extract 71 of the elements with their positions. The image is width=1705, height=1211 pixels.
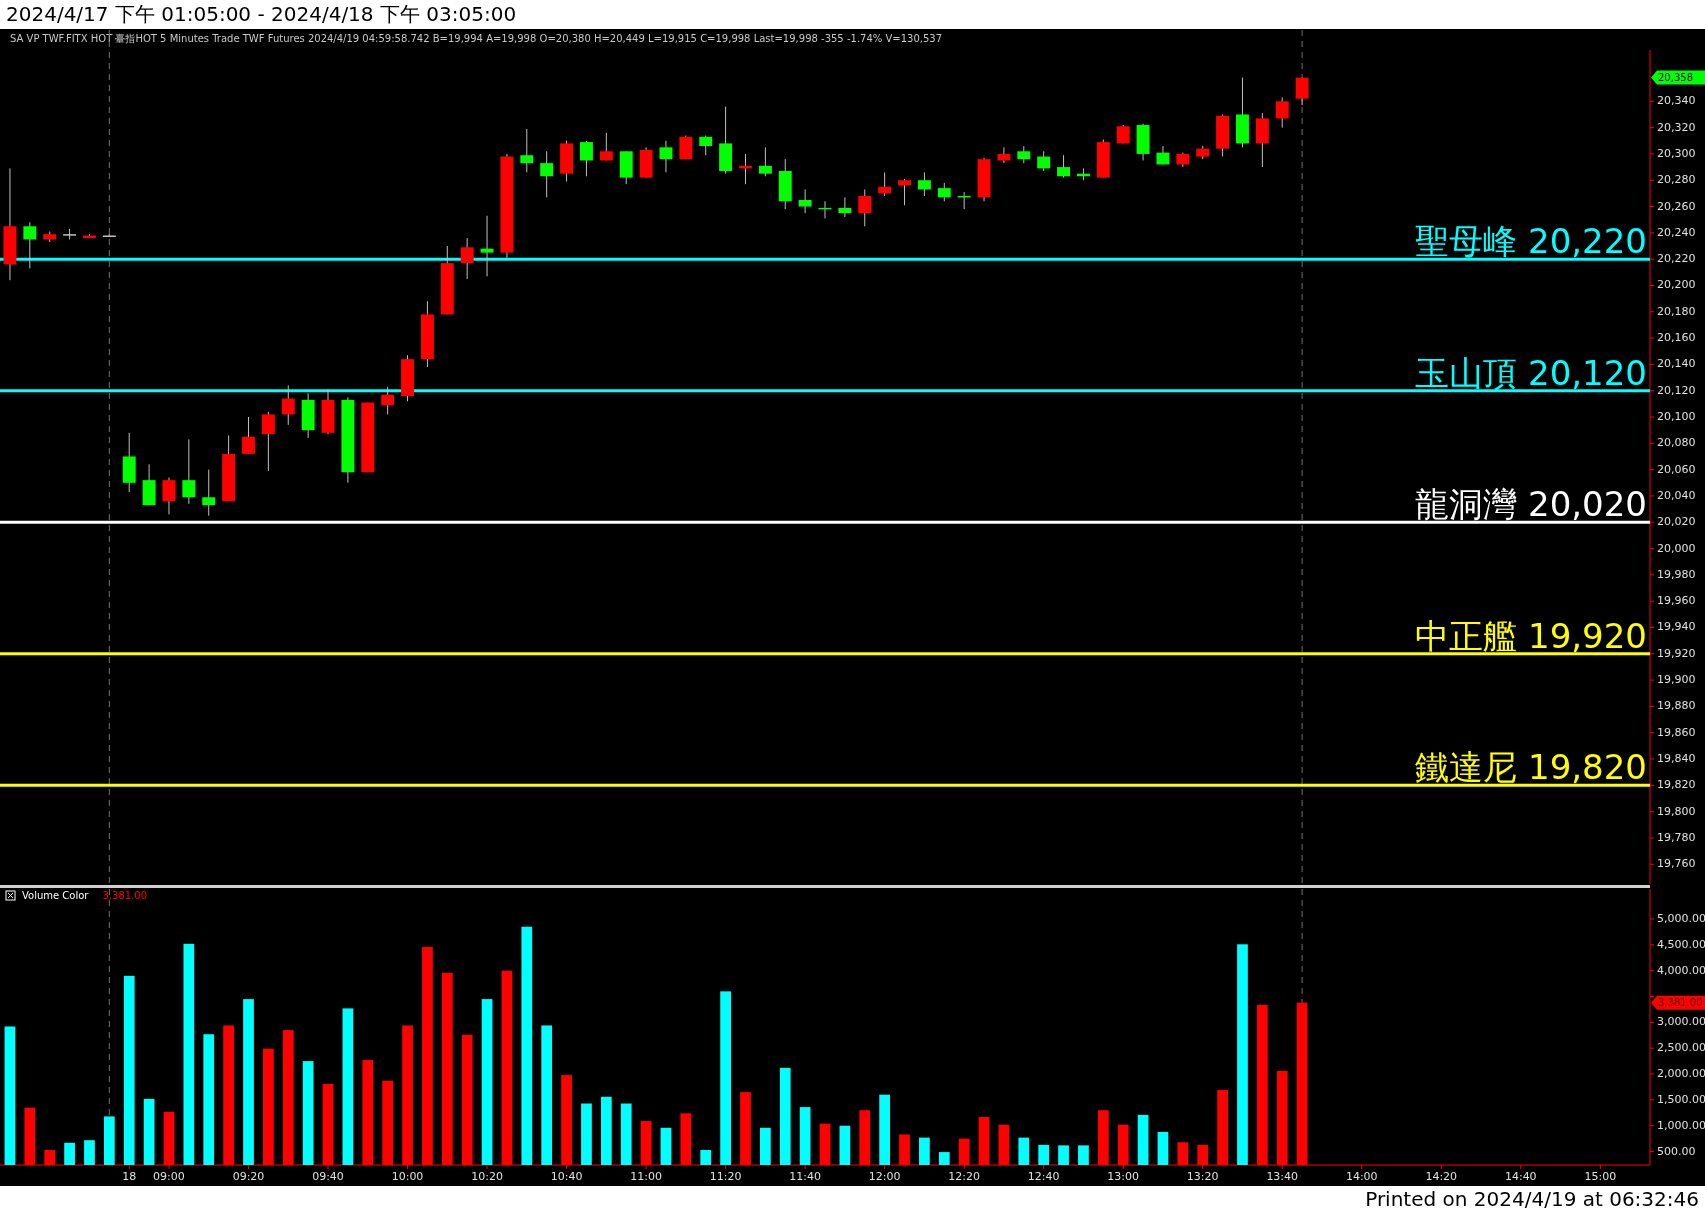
y-tick-label: 20,280 (1657, 173, 1696, 187)
y-tick-label: 500.00 (1657, 1144, 1696, 1158)
y-tick-label: 20,080 (1657, 436, 1696, 450)
x-tick-label: 09:40 (312, 1170, 344, 1183)
x-tick-label: 13:00 (1107, 1170, 1140, 1183)
x-tick-label: 10:20 (471, 1170, 503, 1183)
chart-subtitle: SA VP TWF.FITX HOT 臺指HOT 5 Minutes Trade TWF Futures 2024/4/19 04:59:58.742 B=19,994 A=19,998 O=20,380 H=20,449 L=19,915 C=19,998 Last=19,998 -355 -1.74% V=130,537 (10, 33, 943, 44)
y-tick-label: 20,300 (1657, 146, 1696, 160)
y-tick-label: 19,980 (1657, 567, 1696, 581)
x-tick-label: 18 (122, 1170, 137, 1183)
y-tick-label: 20,220 (1657, 252, 1696, 266)
y-tick-label: 20,060 (1657, 462, 1696, 476)
x-tick-label: 10:00 (391, 1170, 424, 1183)
x-tick-label: 14:40 (1504, 1170, 1537, 1183)
y-tick-label: 19,820 (1657, 778, 1696, 792)
y-tick-label: 19,900 (1657, 673, 1696, 687)
y-tick-label: 20,240 (1657, 225, 1696, 239)
x-tick-label: 12:40 (1027, 1170, 1060, 1183)
y-tick-label: 19,800 (1657, 804, 1696, 818)
x-tick-label: 13:20 (1186, 1170, 1219, 1183)
y-tick-label: 20,340 (1657, 94, 1696, 108)
y-tick-label: 19,840 (1657, 752, 1696, 766)
y-tick-label: 2,000.00 (1657, 1067, 1705, 1081)
x-tick-label: 09:00 (153, 1170, 185, 1183)
y-tick-label: 19,780 (1657, 830, 1696, 844)
x-tick-label: 12:00 (868, 1170, 901, 1183)
x-tick-label: 14:20 (1425, 1170, 1458, 1183)
y-tick-label: 20,200 (1657, 278, 1696, 292)
y-tick-label: 19,940 (1657, 620, 1696, 634)
y-tick-label: 20,140 (1657, 357, 1696, 371)
x-tick-label: 11:40 (789, 1170, 821, 1183)
y-tick-label: 4,500.00 (1657, 937, 1705, 951)
y-tick-label: 1,500.00 (1657, 1092, 1705, 1106)
ref-line-label: 鐵達尼 19,820 (1415, 747, 1647, 788)
y-tick-label: 20,020 (1657, 515, 1696, 529)
y-tick-label: 19,760 (1657, 857, 1696, 871)
y-tick-label: 20,040 (1657, 488, 1696, 502)
text: Printed on 2024/4/19 at 06:32:46 (1365, 1187, 1699, 1211)
y-tick-label: 2,500.00 (1657, 1041, 1705, 1055)
text: 3,381.00 (1658, 996, 1703, 1008)
y-tick-label: 20,180 (1657, 304, 1696, 318)
legend: Volume Color (5, 890, 89, 901)
y-tick-label: 19,860 (1657, 725, 1696, 739)
x-tick-label: 11:00 (630, 1170, 662, 1183)
y-tick-label: 20,260 (1657, 199, 1696, 213)
y-tick-label: 19,880 (1657, 699, 1696, 713)
y-tick-label: 20,160 (1657, 331, 1696, 345)
x-tick-label: 15:00 (1584, 1170, 1617, 1183)
y-tick-label: 19,920 (1657, 646, 1696, 660)
x-tick-label: 14:00 (1345, 1170, 1378, 1183)
x-tick-label: 09:20 (232, 1170, 265, 1183)
y-tick-label: 20,100 (1657, 410, 1696, 424)
y-tick-label: 19,960 (1657, 594, 1696, 608)
annotation: 3,381.00 (102, 890, 148, 901)
x-tick-label: 12:20 (948, 1170, 981, 1183)
ref-line-label: 玉山頂 20,120 (1415, 352, 1647, 393)
ref-line-label: 聖母峰 20,220 (1415, 221, 1647, 262)
y-tick-label: 20,000 (1657, 541, 1696, 555)
ref-line-label: 中正艦 19,920 (1415, 615, 1647, 656)
x-tick-label: 13:40 (1266, 1170, 1299, 1183)
y-tick-label: 5,000.00 (1657, 911, 1705, 925)
y-tick-label: 20,120 (1657, 383, 1696, 397)
text: 20,358 (1658, 71, 1693, 83)
y-tick-label: 4,000.00 (1657, 963, 1705, 977)
ref-line-label: 龍洞灣 20,020 (1415, 484, 1647, 525)
y-tick-label: 3,000.00 (1657, 1015, 1705, 1029)
x-tick-label: 10:40 (550, 1170, 583, 1183)
y-tick-label: 1,000.00 (1657, 1118, 1705, 1132)
x-tick-label: 11:20 (709, 1170, 742, 1183)
chart-title: 2024/4/17 下午 01:05:00 - 2024/4/18 下午 03:05:00 (6, 2, 517, 26)
y-tick-label: 20,320 (1657, 120, 1696, 134)
